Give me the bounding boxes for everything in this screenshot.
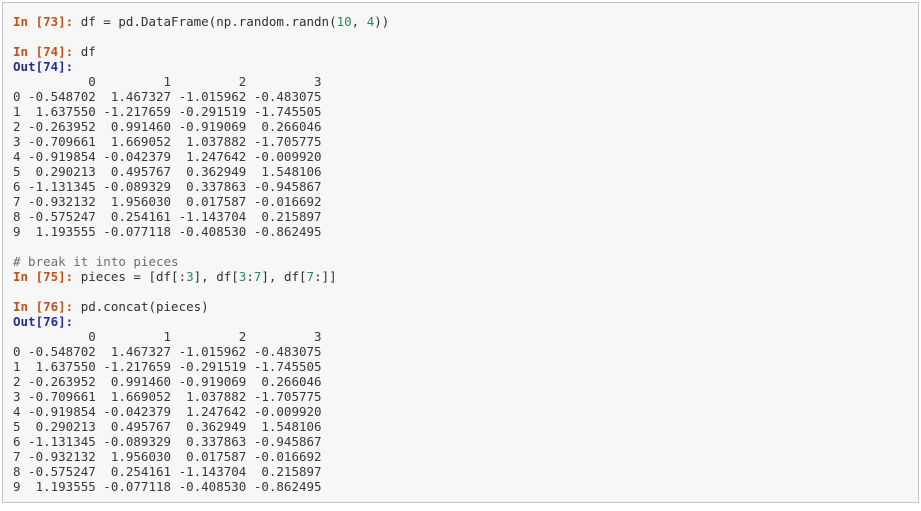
number-literal: 3: [238, 269, 247, 284]
input-prompt: In [73]:: [13, 14, 81, 29]
dataframe-row: 6 -1.131345 -0.089329 0.337863 -0.945867: [13, 434, 322, 449]
number-literal: 7: [253, 269, 262, 284]
dataframe-row: 7 -0.932132 1.956030 0.017587 -0.016692: [13, 449, 322, 464]
blank-line: [13, 29, 908, 44]
dataframe-row: 6 -1.131345 -0.089329 0.337863 -0.945867: [13, 179, 322, 194]
number-literal: 10: [336, 14, 352, 29]
dataframe-row: 4 -0.919854 -0.042379 1.247642 -0.009920: [13, 149, 322, 164]
code-text: )): [374, 14, 390, 29]
dataframe-row: 2 -0.263952 0.991460 -0.919069 0.266046: [13, 119, 322, 134]
dataframe-header: 0 1 2 3: [13, 329, 322, 344]
code-text: ], df[: [193, 269, 239, 284]
dataframe-row: 9 1.193555 -0.077118 -0.408530 -0.862495: [13, 224, 322, 239]
dataframe-row: 9 1.193555 -0.077118 -0.408530 -0.862495: [13, 479, 322, 494]
blank-line: [13, 284, 908, 299]
dataframe-row: 8 -0.575247 0.254161 -1.143704 0.215897: [13, 209, 322, 224]
comment-token: # break it into pieces: [13, 254, 179, 269]
dataframe-row: 5 0.290213 0.495767 0.362949 1.548106: [13, 164, 322, 179]
output-prompt: Out[76]:: [13, 314, 74, 329]
console-line: In [73]: df = pd.DataFrame(np.random.ran…: [13, 14, 908, 29]
console-line: Out[76]:: [13, 314, 908, 329]
code-text: pieces = [df[:: [80, 269, 187, 284]
code-text: :: [246, 269, 254, 284]
number-literal: 4: [366, 14, 375, 29]
code-text: :]]: [314, 269, 337, 284]
number-literal: 7: [306, 269, 315, 284]
dataframe-row: 5 0.290213 0.495767 0.362949 1.548106: [13, 419, 322, 434]
console-line: In [74]: df: [13, 44, 908, 59]
console-line: In [75]: pieces = [df[:3], df[3:7], df[7…: [13, 269, 908, 284]
dataframe-row: 0 -0.548702 1.467327 -1.015962 -0.483075: [13, 344, 322, 359]
dataframe-row: 1 1.637550 -1.217659 -0.291519 -1.745505: [13, 104, 322, 119]
console-line: Out[74]:: [13, 59, 908, 74]
dataframe-row: 1 1.637550 -1.217659 -0.291519 -1.745505: [13, 359, 322, 374]
ipython-console: In [73]: df = pd.DataFrame(np.random.ran…: [2, 2, 919, 503]
output-prompt: Out[74]:: [13, 59, 74, 74]
dataframe-row: 3 -0.709661 1.669052 1.037882 -1.705775: [13, 134, 322, 149]
code-text: ], df[: [261, 269, 307, 284]
dataframe-row: 4 -0.919854 -0.042379 1.247642 -0.009920: [13, 404, 322, 419]
dataframe-header: 0 1 2 3: [13, 74, 322, 89]
input-prompt: In [74]:: [13, 44, 81, 59]
console-line: # break it into pieces: [13, 254, 908, 269]
code-text: pd.concat(pieces): [80, 299, 209, 314]
console-output: In [73]: df = pd.DataFrame(np.random.ran…: [13, 14, 908, 494]
console-line: In [76]: pd.concat(pieces): [13, 299, 908, 314]
dataframe-row: 0 -0.548702 1.467327 -1.015962 -0.483075: [13, 89, 322, 104]
number-literal: 3: [186, 269, 194, 284]
code-text: df: [80, 44, 96, 59]
input-prompt: In [76]:: [13, 299, 81, 314]
dataframe-row: 2 -0.263952 0.991460 -0.919069 0.266046: [13, 374, 322, 389]
code-text: ,: [351, 14, 367, 29]
code-text: df = pd.DataFrame(np.random.randn(: [80, 14, 337, 29]
blank-line: [13, 239, 908, 254]
dataframe-row: 8 -0.575247 0.254161 -1.143704 0.215897: [13, 464, 322, 479]
dataframe-row: 7 -0.932132 1.956030 0.017587 -0.016692: [13, 194, 322, 209]
input-prompt: In [75]:: [13, 269, 81, 284]
dataframe-row: 3 -0.709661 1.669052 1.037882 -1.705775: [13, 389, 322, 404]
